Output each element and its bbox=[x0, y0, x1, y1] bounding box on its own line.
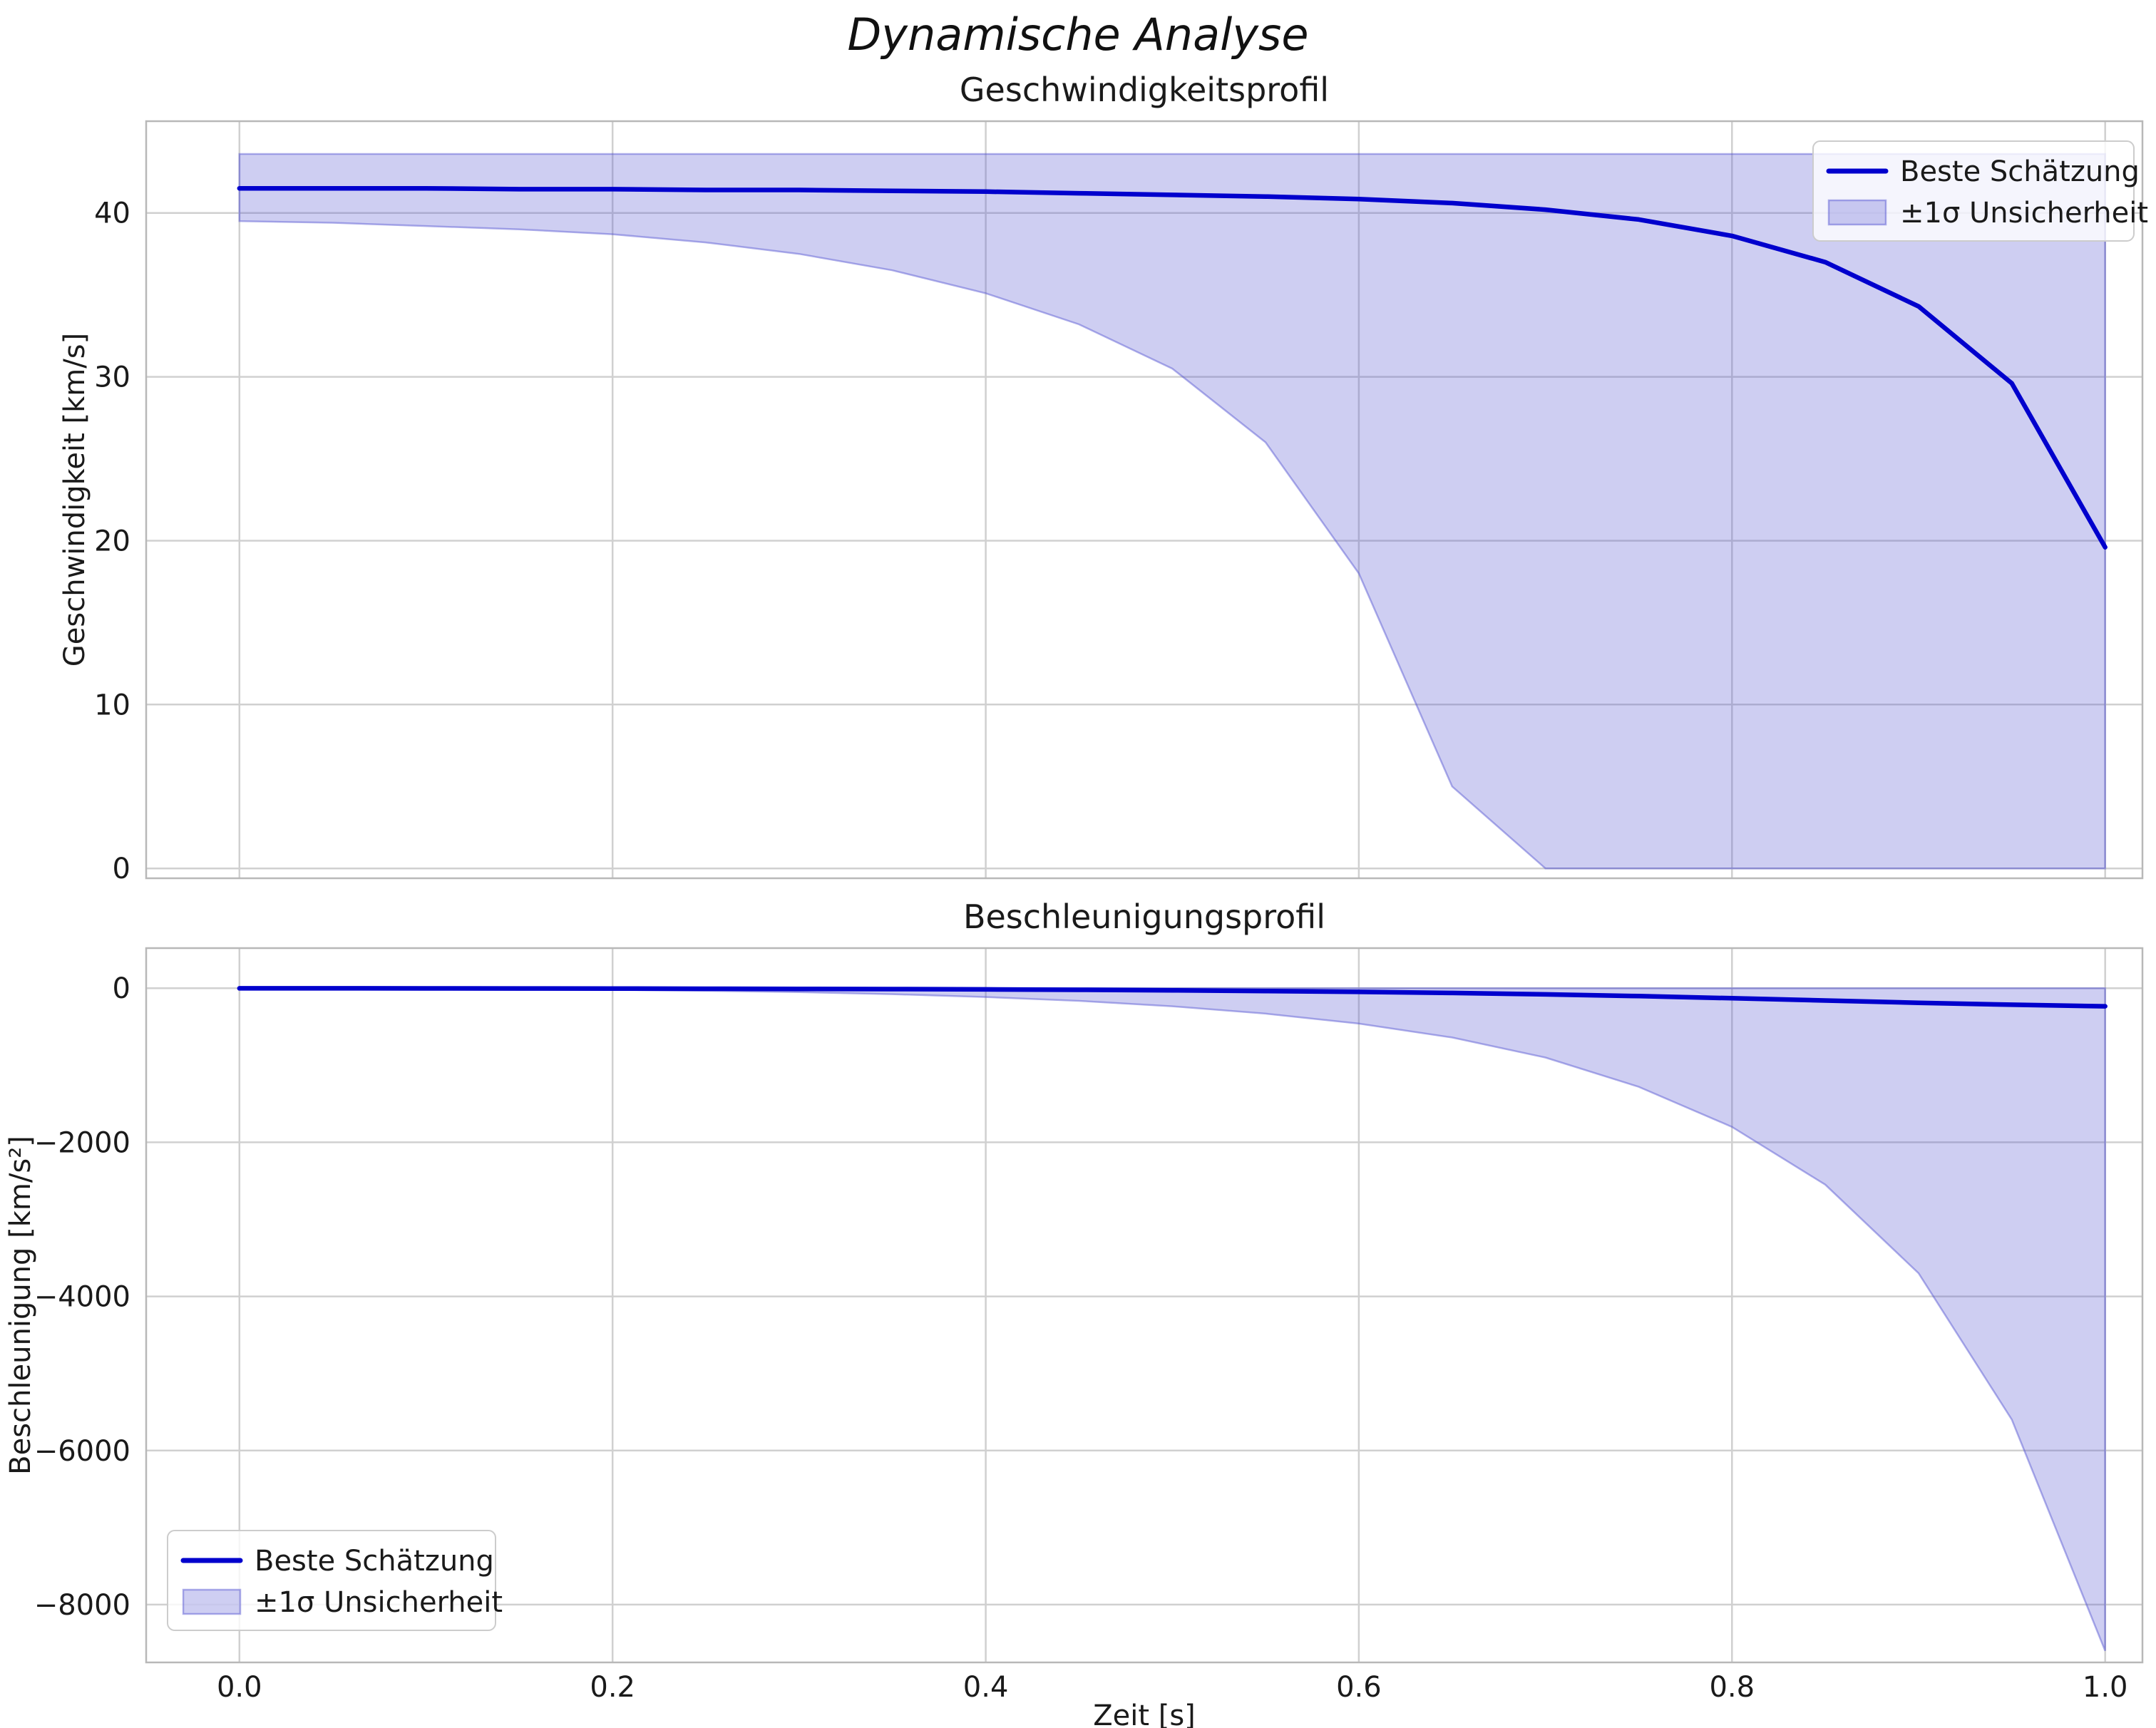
subplot-title: Beschleunigungsprofil bbox=[963, 898, 1325, 936]
legend-frame bbox=[1812, 140, 2135, 242]
legend-label: Beste Schätzung bbox=[255, 1545, 494, 1578]
x-tick-label: 0.2 bbox=[590, 1671, 635, 1704]
legend-frame bbox=[167, 1530, 496, 1631]
uncertainty-band bbox=[238, 987, 2106, 1652]
y-tick-label: −8000 bbox=[34, 1589, 130, 1622]
axes-border bbox=[145, 947, 2144, 1664]
best-estimate-line bbox=[237, 185, 2108, 550]
y-tick-label: −6000 bbox=[34, 1435, 130, 1468]
x-tick-label: 0.4 bbox=[963, 1671, 1009, 1704]
legend-label: ±1σ Unsicherheit bbox=[255, 1586, 503, 1619]
legend-band-swatch bbox=[1827, 199, 1887, 226]
legend: Beste Schätzung ±1σ Unsicherheit bbox=[167, 1530, 503, 1631]
best-estimate-line bbox=[237, 986, 2108, 1009]
x-tick-label: 1.0 bbox=[2083, 1671, 2128, 1704]
y-axis-label: Geschwindigkeit [km/s] bbox=[58, 333, 91, 667]
subplot-title: Geschwindigkeitsprofil bbox=[960, 71, 1329, 109]
figure-title: Dynamische Analyse bbox=[847, 9, 1309, 61]
y-tick-label: −4000 bbox=[34, 1281, 130, 1314]
legend-label: Beste Schätzung bbox=[1900, 155, 2140, 188]
y-tick-label: −2000 bbox=[34, 1126, 130, 1159]
y-tick-label: 30 bbox=[94, 361, 130, 394]
x-tick-label: 0.6 bbox=[1336, 1671, 1382, 1704]
y-tick-label: 10 bbox=[94, 689, 130, 721]
legend-label: ±1σ Unsicherheit bbox=[1900, 197, 2148, 230]
y-axis-label: Beschleunigung [km/s²] bbox=[4, 1136, 37, 1475]
uncertainty-band bbox=[238, 153, 2106, 870]
x-axis-label: Zeit [s] bbox=[1093, 1699, 1196, 1728]
x-tick-label: 0.8 bbox=[1709, 1671, 1755, 1704]
axes-border bbox=[145, 120, 2144, 880]
y-tick-label: 20 bbox=[94, 525, 130, 557]
y-tick-label: 0 bbox=[113, 853, 130, 885]
y-tick-label: 40 bbox=[94, 197, 130, 230]
y-tick-label: 0 bbox=[113, 972, 130, 1005]
x-tick-label: 0.0 bbox=[217, 1671, 262, 1704]
legend: Beste Schätzung ±1σ Unsicherheit bbox=[1812, 140, 2148, 242]
acceleration-chart: Beschleunigungsprofil Beschleunigung [km/… bbox=[4, 898, 2144, 1728]
velocity-chart: Geschwindigkeitsprofil Geschwindigkeit [k… bbox=[58, 71, 2148, 885]
legend-band-swatch bbox=[182, 1588, 242, 1615]
